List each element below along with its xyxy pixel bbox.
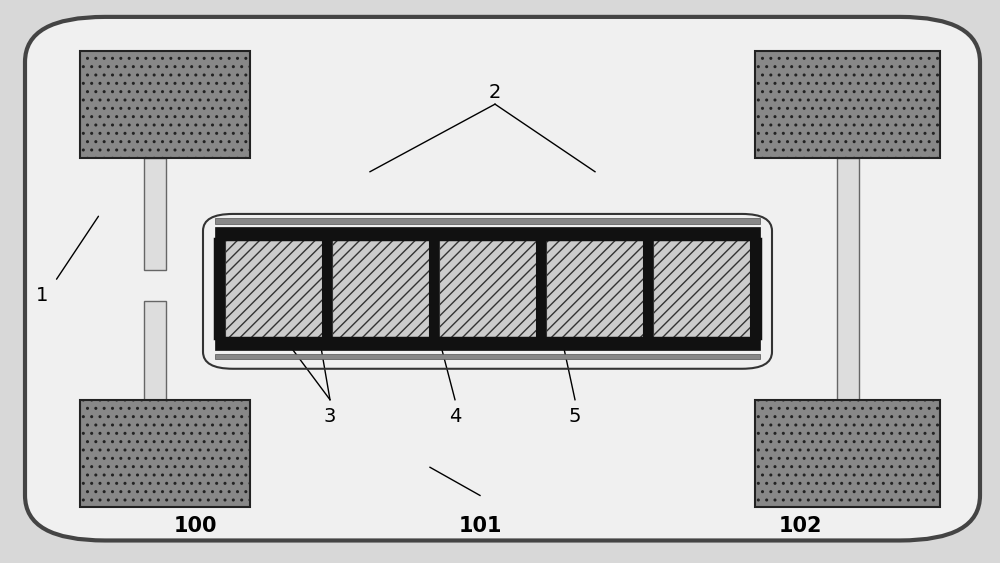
- Bar: [546, 239, 643, 338]
- Bar: [439, 239, 536, 338]
- Text: 102: 102: [778, 516, 822, 537]
- Bar: [322, 239, 332, 338]
- Bar: [750, 239, 760, 338]
- Bar: [755, 51, 940, 158]
- Bar: [755, 400, 940, 507]
- Bar: [144, 158, 166, 270]
- Text: 5: 5: [569, 407, 581, 426]
- Bar: [215, 354, 760, 359]
- Text: 101: 101: [458, 516, 502, 537]
- Bar: [429, 239, 439, 338]
- Text: 100: 100: [173, 516, 217, 537]
- Bar: [837, 158, 859, 400]
- FancyBboxPatch shape: [25, 17, 980, 540]
- Text: 1: 1: [36, 286, 48, 305]
- Bar: [332, 239, 429, 338]
- Bar: [215, 227, 760, 239]
- Text: 3: 3: [324, 407, 336, 426]
- Bar: [225, 239, 322, 338]
- Bar: [80, 400, 250, 507]
- Bar: [80, 51, 250, 158]
- Text: 4: 4: [449, 407, 461, 426]
- Bar: [215, 338, 760, 350]
- Text: 2: 2: [489, 83, 501, 102]
- Bar: [653, 239, 750, 338]
- Bar: [215, 218, 760, 224]
- Bar: [643, 239, 653, 338]
- Bar: [215, 239, 225, 338]
- Bar: [144, 301, 166, 400]
- Bar: [536, 239, 546, 338]
- Bar: [215, 239, 760, 338]
